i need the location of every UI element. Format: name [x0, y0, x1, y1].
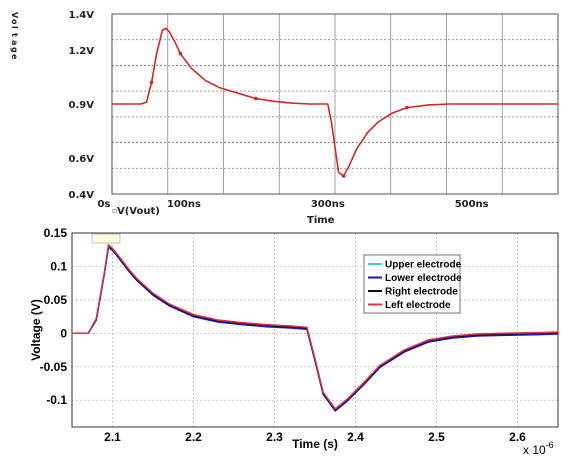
- top-trace-marker-icon: ▫: [112, 206, 117, 215]
- series-line-1: [72, 244, 559, 412]
- top-series-marker: [254, 96, 258, 101]
- legend-label: Left electrode: [385, 300, 451, 311]
- bottom-x-axis-label: Time (s): [292, 437, 338, 451]
- top-x-tick-label: 500ns: [455, 199, 489, 210]
- legend-label: Right electrode: [385, 287, 458, 298]
- top-x-tick-label: 0s: [98, 199, 111, 210]
- top-y-tick-label: 0.9V: [69, 100, 95, 111]
- top-y-tick-label: 0.4V: [69, 190, 95, 201]
- bottom-y-tick-labels: 0.15 0.1 0.05 0 -0.05 -0.1: [40, 226, 68, 407]
- top-chart: 1.4V 1.2V 0.9V 0.6V 0.4V 0s 100ns 300ns 500ns V…: [10, 10, 559, 226]
- top-y-tick-label: 1.2V: [69, 46, 95, 57]
- top-series-marker: [341, 174, 346, 178]
- bottom-y-tick-label: 0.1: [50, 259, 67, 273]
- top-series-group: [112, 27, 558, 178]
- top-y-axis-label-char: a: [10, 40, 19, 45]
- top-y-axis-label-char: t: [10, 33, 19, 37]
- top-series-marker: [149, 80, 154, 85]
- series-line-4: [72, 243, 559, 410]
- bottom-x-multiplier: x 10-6: [523, 440, 554, 457]
- top-y-tick-label: 0.6V: [69, 154, 95, 165]
- top-y-tick-label: 1.4V: [69, 10, 95, 21]
- top-y-tick-labels: 1.4V 1.2V 0.9V 0.6V 0.4V: [69, 10, 95, 201]
- top-trace-label: V(Vout): [117, 206, 160, 217]
- top-x-tick-label: 300ns: [311, 199, 345, 210]
- bottom-x-multiplier-exponent: -6: [546, 440, 554, 450]
- bottom-x-multiplier-base: x 10: [523, 443, 546, 457]
- bottom-y-tick-label: 0.15: [44, 226, 68, 240]
- bottom-x-tick-label: 2.1: [104, 430, 121, 444]
- series-line-3: [72, 244, 559, 411]
- top-series-line: [112, 27, 558, 178]
- data-tip-background: [91, 233, 121, 244]
- bottom-x-tick-label: 2.5: [428, 430, 445, 444]
- top-x-tick-label: 100ns: [167, 199, 201, 210]
- bottom-y-tick-label: 0: [60, 326, 67, 340]
- top-x-tick-labels: 0s 100ns 300ns 500ns: [98, 199, 489, 210]
- top-series-marker: [405, 105, 409, 110]
- bottom-y-tick-label: -0.05: [40, 360, 68, 374]
- top-x-axis-label: Time: [307, 215, 335, 226]
- bottom-grid: [72, 232, 558, 427]
- legend-label: Lower electrode: [385, 273, 462, 284]
- top-y-axis-label-char: e: [10, 54, 19, 60]
- data-tip-box: [91, 233, 121, 244]
- bottom-x-tick-labels: 2.1 2.2 2.3 2.4 2.5 2.6: [104, 430, 526, 444]
- top-y-axis-label-char: V: [10, 12, 19, 19]
- bottom-x-tick-label: 2.4: [347, 430, 364, 444]
- top-series-marker: [178, 51, 183, 56]
- bottom-chart: 0.15 0.1 0.05 0 -0.05 -0.1 2.1 2.2 2.3 2.4 2.5 2.6…: [29, 226, 559, 457]
- top-y-axis-label: Vol tage: [10, 12, 19, 60]
- series-line-2: [72, 245, 559, 412]
- legend-label: Upper electrode: [385, 260, 462, 271]
- bottom-legend: Upper electrode Lower electrode Right elec…: [363, 254, 462, 314]
- bottom-y-tick-label: 0.05: [44, 293, 68, 307]
- bottom-x-tick-label: 2.2: [185, 430, 202, 444]
- bottom-plot-frame: [71, 232, 559, 428]
- top-y-axis-label-char: o: [10, 19, 19, 25]
- bottom-x-tick-label: 2.6: [509, 430, 526, 444]
- bottom-y-axis-label: Voltage (V): [29, 299, 43, 361]
- bottom-series-group: [72, 243, 559, 412]
- top-y-axis-label-char: g: [10, 47, 19, 53]
- bottom-y-tick-label: -0.1: [46, 393, 67, 407]
- top-y-axis-label-char: l: [10, 26, 19, 29]
- bottom-x-tick-label: 2.3: [266, 430, 283, 444]
